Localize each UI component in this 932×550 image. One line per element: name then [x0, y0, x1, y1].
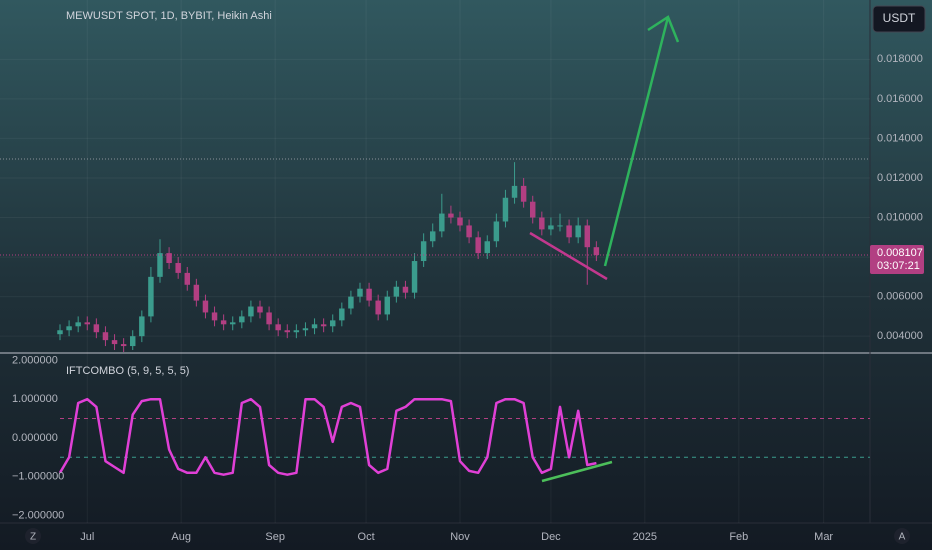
- countdown-label: 03:07:21: [877, 260, 920, 272]
- indicator-title: IFTCOMBO (5, 9, 5, 5, 5): [66, 365, 189, 377]
- candle-body: [311, 324, 318, 329]
- candle-body: [148, 276, 154, 317]
- candle-body: [275, 324, 281, 331]
- candle-body: [548, 225, 554, 230]
- x-tick-label: Aug: [171, 531, 191, 543]
- y-tick-label: 0.016000: [877, 93, 923, 105]
- currency-label: USDT: [883, 11, 916, 25]
- y-tick-label: 0.014000: [877, 132, 923, 144]
- candle-body: [520, 185, 527, 202]
- candle-body: [502, 197, 509, 222]
- currency-button[interactable]: [872, 5, 926, 33]
- candle-body: [593, 247, 600, 256]
- price-tag: [870, 244, 924, 274]
- y-tick-label: 2.000000: [12, 354, 58, 366]
- candle-body: [348, 296, 354, 309]
- trend-line: [529, 231, 608, 281]
- candle-body: [411, 261, 418, 293]
- footer-button[interactable]: [894, 528, 910, 544]
- y-tick-label: 0.012000: [877, 172, 923, 184]
- candle-body: [402, 286, 409, 293]
- candle-body: [175, 263, 181, 273]
- candle-body: [75, 322, 81, 327]
- candle-body: [511, 185, 518, 198]
- candle-body: [239, 316, 245, 323]
- candle-body: [466, 225, 472, 238]
- candle-body: [266, 312, 272, 325]
- candle-body: [284, 330, 290, 333]
- candle-body: [102, 332, 109, 341]
- x-tick-label: Dec: [541, 531, 561, 543]
- candle-body: [330, 320, 336, 327]
- candle-body: [248, 306, 254, 317]
- candle-body: [66, 326, 72, 331]
- x-tick-label: Feb: [729, 531, 748, 543]
- candle-body: [120, 344, 127, 347]
- candle-body: [130, 336, 136, 347]
- candle-body: [557, 225, 563, 227]
- x-tick-label: Oct: [358, 531, 375, 543]
- indicator-line: [58, 397, 597, 476]
- x-tick-label: Mar: [814, 531, 833, 543]
- footer-right: A: [899, 532, 906, 543]
- trend-line: [541, 460, 613, 483]
- x-tick-label: Nov: [450, 531, 470, 543]
- candle-body: [584, 225, 590, 248]
- candle-body: [230, 322, 236, 325]
- y-tick-label: 0.006000: [877, 291, 923, 303]
- price-label: 0.008107: [877, 247, 923, 259]
- y-tick-label: 0.010000: [877, 211, 923, 223]
- candle-body: [202, 300, 209, 313]
- candle-body: [193, 284, 200, 301]
- candle-body: [575, 225, 581, 238]
- candle-body: [302, 328, 309, 331]
- candle-body: [439, 213, 445, 232]
- y-tick-label: 0.004000: [877, 330, 923, 342]
- candle-body: [448, 213, 454, 218]
- candle-body: [457, 217, 463, 226]
- candle-body: [430, 231, 436, 242]
- candle-body: [493, 221, 500, 242]
- x-tick-label: 2025: [633, 531, 657, 543]
- y-tick-label: −2.000000: [12, 509, 64, 521]
- candle-body: [139, 316, 145, 337]
- candle-body: [475, 237, 481, 254]
- candle-body: [393, 286, 400, 297]
- x-tick-label: Jul: [80, 531, 94, 543]
- candle-body: [93, 324, 100, 333]
- candle-body: [539, 217, 545, 230]
- arrow: [603, 15, 680, 267]
- candle-body: [384, 296, 390, 315]
- y-tick-label: 0.000000: [12, 432, 58, 444]
- candle-body: [366, 288, 372, 301]
- candle-body: [293, 330, 300, 333]
- footer-left: Z: [30, 532, 36, 543]
- candle-body: [484, 241, 490, 254]
- candle-body: [530, 201, 536, 218]
- candle-body: [184, 272, 190, 285]
- candle-body: [375, 300, 381, 315]
- candle-body: [211, 312, 218, 321]
- y-tick-label: 1.000000: [12, 393, 58, 405]
- candle-body: [111, 340, 118, 345]
- chart-title: MEWUSDT SPOT, 1D, BYBIT, Heikin Ashi: [66, 10, 272, 22]
- candle-body: [157, 253, 163, 277]
- candle-body: [220, 320, 227, 325]
- candle-body: [339, 308, 345, 321]
- candle-body: [166, 253, 172, 264]
- candle-body: [420, 241, 427, 262]
- candle-body: [84, 322, 90, 325]
- candle-body: [320, 324, 327, 327]
- candle-body: [357, 288, 363, 297]
- y-tick-label: −1.000000: [12, 471, 64, 483]
- candle-body: [257, 306, 263, 313]
- footer-button[interactable]: [25, 528, 41, 544]
- candle-body: [57, 330, 63, 335]
- candle-body: [566, 225, 572, 238]
- x-tick-label: Sep: [265, 531, 285, 543]
- y-tick-label: 0.018000: [877, 53, 923, 65]
